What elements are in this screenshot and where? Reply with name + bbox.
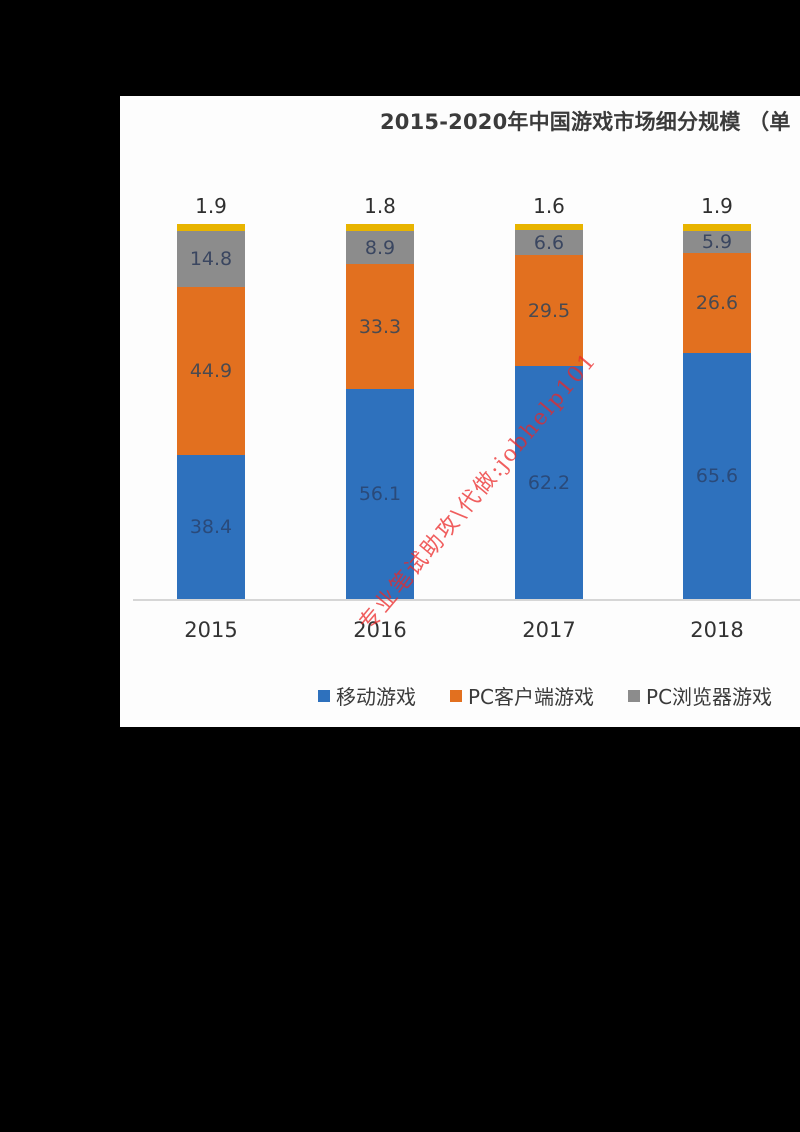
bar-2018: 1.9 5.9 26.6 65.6 <box>683 194 751 599</box>
legend-label: PC浏览器游戏 <box>646 685 773 709</box>
bar-2016: 1.8 8.9 33.3 56.1 <box>346 194 414 599</box>
chart-panel: 2015-2020年中国游戏市场细分规模 （单 1.9 14.8 44.9 38… <box>120 96 800 727</box>
value-label: 38.4 <box>189 516 233 538</box>
segment-other <box>683 224 751 231</box>
x-tick-label: 2018 <box>690 618 744 642</box>
segment-pc-browser: 5.9 <box>683 231 751 253</box>
value-label: 65.6 <box>695 465 739 487</box>
legend-item-pc-browser: PC浏览器游戏 <box>628 681 772 710</box>
value-label: 6.6 <box>533 231 565 254</box>
legend-label: 移动游戏 <box>336 685 416 709</box>
bar-2015: 1.9 14.8 44.9 38.4 <box>177 194 245 599</box>
segment-other <box>346 224 414 231</box>
value-label: 8.9 <box>364 236 396 259</box>
segment-pc-browser: 6.6 <box>515 230 583 255</box>
value-label: 44.9 <box>189 360 233 382</box>
segment-pc-browser: 14.8 <box>177 231 245 287</box>
segment-pc-client: 29.5 <box>515 255 583 366</box>
chart-title: 2015-2020年中国游戏市场细分规模 （单 <box>380 110 791 134</box>
segment-other <box>177 224 245 231</box>
legend-swatch-icon <box>318 689 330 702</box>
segment-pc-client: 44.9 <box>177 287 245 455</box>
chart-legend: 移动游戏 PC客户端游戏 PC浏览器游戏 <box>318 681 800 710</box>
value-label: 29.5 <box>527 299 571 322</box>
x-tick-label: 2015 <box>184 618 238 642</box>
bar-top-label: 1.6 <box>533 194 565 218</box>
segment-mobile: 56.1 <box>346 389 414 599</box>
x-tick-label: 2017 <box>522 618 576 642</box>
segment-pc-client: 26.6 <box>683 253 751 353</box>
value-label: 62.2 <box>527 471 571 494</box>
bar-2017: 1.6 6.6 29.5 62.2 <box>515 194 583 599</box>
legend-swatch-icon <box>628 689 641 702</box>
x-axis-line <box>133 599 800 601</box>
bar-top-label: 1.9 <box>701 194 733 218</box>
x-tick-label: 2016 <box>353 618 407 642</box>
value-label: 26.6 <box>695 292 739 314</box>
value-label: 56.1 <box>358 483 402 505</box>
value-label: 33.3 <box>358 315 402 338</box>
segment-mobile: 38.4 <box>177 455 245 599</box>
value-label: 14.8 <box>189 248 233 270</box>
legend-label: PC客户端游戏 <box>468 685 595 709</box>
segment-pc-browser: 8.9 <box>346 231 414 264</box>
bar-top-label: 1.9 <box>195 194 227 218</box>
value-label: 5.9 <box>701 231 733 253</box>
segment-pc-client: 33.3 <box>346 264 414 389</box>
legend-swatch-icon <box>450 689 462 702</box>
bar-top-label: 1.8 <box>364 194 396 218</box>
segment-mobile: 62.2 <box>515 366 583 599</box>
legend-item-pc-client: PC客户端游戏 <box>450 681 594 710</box>
segment-mobile: 65.6 <box>683 353 751 599</box>
segment-other <box>515 224 583 230</box>
legend-item-mobile: 移动游戏 <box>318 681 416 710</box>
